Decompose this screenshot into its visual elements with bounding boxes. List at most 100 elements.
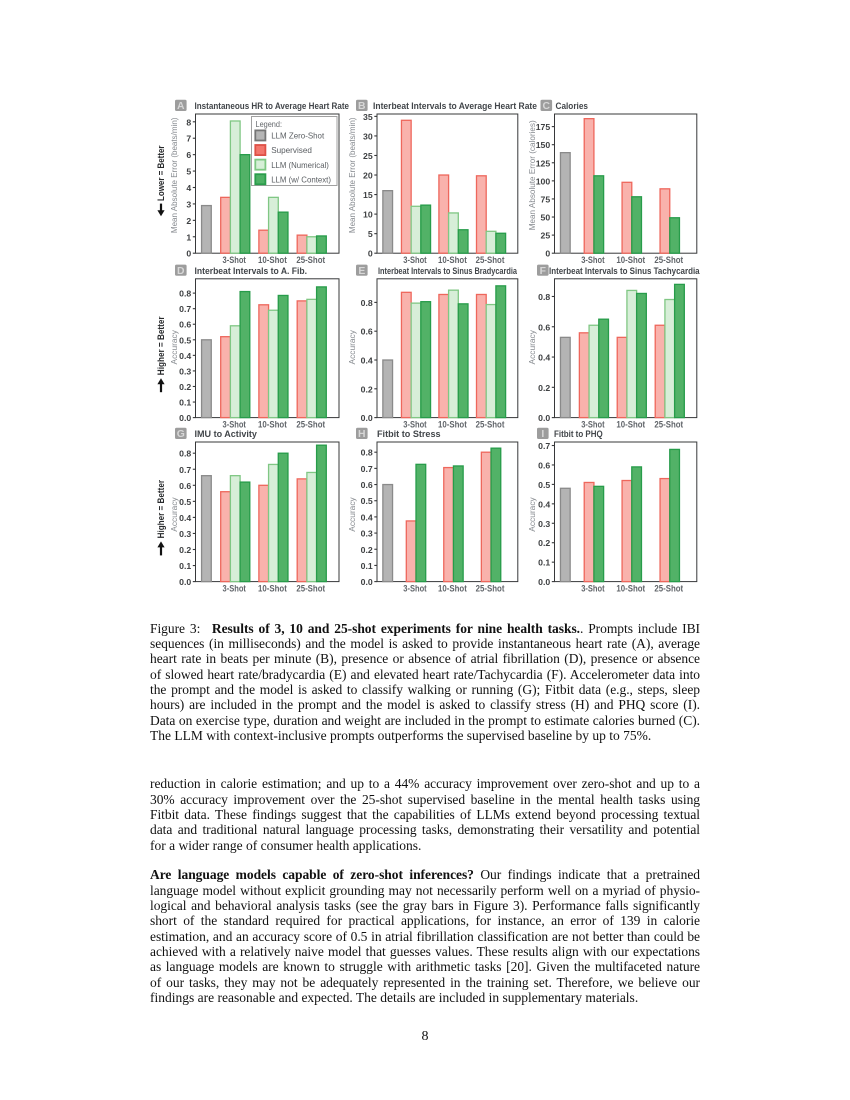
- svg-text:0.3: 0.3: [179, 529, 191, 539]
- svg-text:4: 4: [186, 183, 191, 193]
- svg-text:LLM (Numerical): LLM (Numerical): [271, 160, 329, 170]
- svg-text:25-Shot: 25-Shot: [296, 255, 325, 265]
- svg-text:LLM Zero-Shot: LLM Zero-Shot: [271, 131, 325, 141]
- svg-text:0.5: 0.5: [538, 480, 550, 490]
- svg-text:10-Shot: 10-Shot: [258, 255, 287, 265]
- svg-text:35: 35: [363, 112, 373, 122]
- svg-text:Interbeat Intervals to Sinus T: Interbeat Intervals to Sinus Tachycardia: [549, 266, 700, 276]
- svg-text:0.2: 0.2: [361, 545, 373, 555]
- svg-text:0.4: 0.4: [179, 351, 191, 361]
- svg-text:0.4: 0.4: [538, 353, 550, 363]
- svg-text:3-Shot: 3-Shot: [223, 255, 246, 265]
- svg-text:0.3: 0.3: [361, 529, 373, 539]
- svg-text:100: 100: [536, 176, 551, 186]
- svg-text:0.7: 0.7: [361, 464, 373, 474]
- svg-text:Higher = Better: Higher = Better: [156, 480, 166, 539]
- svg-text:25: 25: [541, 231, 551, 241]
- svg-text:Interbeat Intervals to Average: Interbeat Intervals to Average Heart Rat…: [373, 101, 537, 111]
- svg-text:0.8: 0.8: [538, 292, 550, 302]
- svg-text:0.0: 0.0: [179, 413, 191, 423]
- svg-text:0.5: 0.5: [179, 335, 191, 345]
- svg-text:G: G: [177, 429, 185, 440]
- svg-text:10-Shot: 10-Shot: [258, 583, 287, 593]
- svg-text:0.2: 0.2: [538, 538, 550, 548]
- svg-text:3-Shot: 3-Shot: [403, 419, 426, 429]
- svg-text:Accuracy: Accuracy: [169, 329, 179, 364]
- svg-text:25-Shot: 25-Shot: [654, 419, 683, 429]
- svg-text:F: F: [540, 266, 546, 277]
- svg-text:0.4: 0.4: [361, 512, 373, 522]
- svg-text:0.8: 0.8: [361, 448, 373, 458]
- svg-text:E: E: [358, 266, 365, 277]
- svg-text:Accuracy: Accuracy: [527, 329, 537, 364]
- svg-text:10-Shot: 10-Shot: [438, 419, 467, 429]
- svg-text:I: I: [541, 429, 544, 440]
- svg-text:175: 175: [536, 122, 551, 132]
- svg-text:Legend:: Legend:: [256, 119, 283, 129]
- svg-text:0: 0: [368, 249, 373, 259]
- svg-text:Fitbit to Stress: Fitbit to Stress: [377, 429, 441, 439]
- svg-text:0: 0: [545, 249, 550, 259]
- svg-text:Higher = Better: Higher = Better: [156, 316, 166, 375]
- svg-text:0.0: 0.0: [361, 577, 373, 587]
- svg-text:10-Shot: 10-Shot: [616, 419, 645, 429]
- svg-text:Accuracy: Accuracy: [347, 329, 357, 364]
- svg-text:Calories: Calories: [556, 101, 589, 111]
- svg-text:25-Shot: 25-Shot: [654, 583, 683, 593]
- svg-text:Mean Absolute Error (beats/min: Mean Absolute Error (beats/min): [347, 117, 357, 233]
- svg-text:25: 25: [363, 151, 373, 161]
- svg-text:10-Shot: 10-Shot: [616, 255, 645, 265]
- svg-text:0.3: 0.3: [179, 366, 191, 376]
- svg-text:Mean Absolute Error (calories): Mean Absolute Error (calories): [527, 120, 537, 230]
- svg-text:25-Shot: 25-Shot: [296, 583, 325, 593]
- svg-text:5: 5: [368, 229, 373, 239]
- svg-text:Accuracy: Accuracy: [527, 496, 537, 531]
- svg-text:10: 10: [363, 210, 373, 220]
- svg-text:0.1: 0.1: [361, 561, 373, 571]
- svg-text:6: 6: [186, 150, 191, 160]
- svg-text:0.2: 0.2: [538, 383, 550, 393]
- svg-text:10-Shot: 10-Shot: [438, 583, 467, 593]
- svg-text:0.0: 0.0: [538, 577, 550, 587]
- svg-text:B: B: [358, 101, 366, 112]
- svg-text:0.0: 0.0: [361, 413, 373, 423]
- svg-text:0.0: 0.0: [538, 413, 550, 423]
- svg-text:8: 8: [186, 117, 191, 127]
- svg-text:0.0: 0.0: [179, 577, 191, 587]
- svg-text:50: 50: [541, 213, 551, 223]
- svg-text:125: 125: [536, 158, 551, 168]
- svg-text:0.2: 0.2: [361, 384, 373, 394]
- svg-text:3-Shot: 3-Shot: [581, 419, 604, 429]
- svg-text:0.7: 0.7: [179, 465, 191, 475]
- svg-text:LLM (w/ Context): LLM (w/ Context): [271, 174, 331, 184]
- svg-text:D: D: [177, 266, 185, 277]
- svg-text:30: 30: [363, 131, 373, 141]
- svg-text:0.4: 0.4: [179, 513, 191, 523]
- svg-text:0.6: 0.6: [361, 480, 373, 490]
- svg-text:10-Shot: 10-Shot: [258, 419, 287, 429]
- svg-text:15: 15: [363, 190, 373, 200]
- svg-text:Interbeat Intervals to Sinus B: Interbeat Intervals to Sinus Bradycardia: [378, 266, 518, 276]
- svg-text:0.8: 0.8: [179, 449, 191, 459]
- svg-text:10-Shot: 10-Shot: [616, 583, 645, 593]
- svg-text:25-Shot: 25-Shot: [296, 419, 325, 429]
- svg-text:150: 150: [536, 140, 551, 150]
- svg-text:0.2: 0.2: [179, 545, 191, 555]
- svg-text:IMU to Activity: IMU to Activity: [195, 429, 258, 439]
- svg-text:Lower = Better: Lower = Better: [156, 145, 166, 201]
- svg-text:2: 2: [186, 216, 191, 226]
- svg-text:0.5: 0.5: [179, 497, 191, 507]
- svg-text:0.5: 0.5: [361, 496, 373, 506]
- svg-text:3-Shot: 3-Shot: [403, 583, 426, 593]
- svg-text:0.8: 0.8: [361, 298, 373, 308]
- svg-text:Mean Absolute Error (beats/min: Mean Absolute Error (beats/min): [169, 117, 179, 233]
- svg-text:0.4: 0.4: [361, 356, 373, 366]
- svg-text:5: 5: [186, 167, 191, 177]
- svg-text:25-Shot: 25-Shot: [476, 419, 505, 429]
- svg-text:Accuracy: Accuracy: [169, 496, 179, 531]
- svg-text:0: 0: [186, 249, 191, 259]
- svg-text:Interbeat Intervals to A. Fib.: Interbeat Intervals to A. Fib.: [195, 266, 308, 276]
- svg-text:3-Shot: 3-Shot: [223, 583, 246, 593]
- svg-text:25-Shot: 25-Shot: [654, 255, 683, 265]
- svg-text:7: 7: [186, 134, 191, 144]
